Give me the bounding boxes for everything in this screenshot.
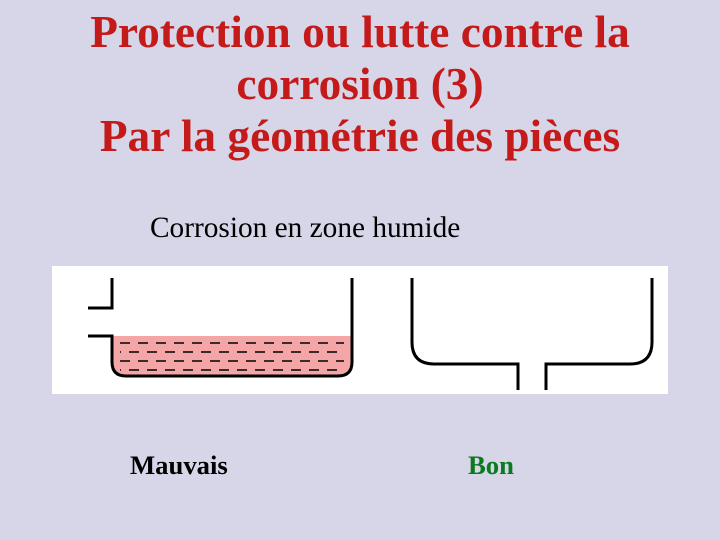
- title-line-3: Par la géométrie des pièces: [100, 111, 620, 161]
- container-outline-good-right: [546, 278, 652, 390]
- caption-good: Bon: [468, 450, 514, 481]
- container-outline-good-left: [412, 278, 518, 390]
- diagram-bad: [52, 266, 372, 394]
- figure-band: [52, 266, 668, 394]
- subtitle-text: Corrosion en zone humide: [150, 212, 460, 245]
- title-line-1: Protection ou lutte contre la: [90, 7, 630, 57]
- slide: Protection ou lutte contre la corrosion …: [0, 0, 720, 540]
- caption-bad: Mauvais: [130, 450, 228, 481]
- title-line-2: corrosion (3): [236, 59, 483, 109]
- diagram-good: [392, 266, 688, 394]
- slide-title: Protection ou lutte contre la corrosion …: [0, 6, 720, 162]
